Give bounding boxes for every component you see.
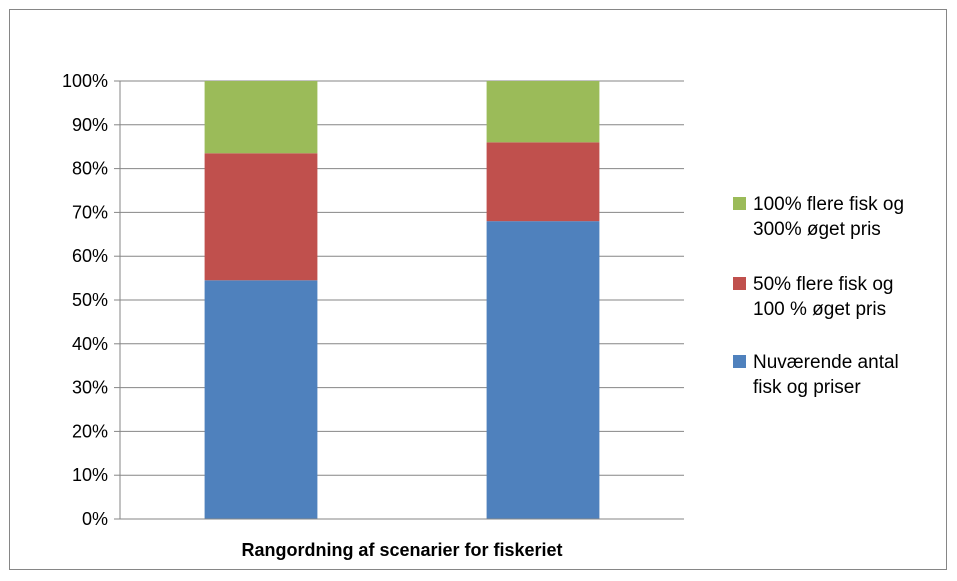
y-tick-labels: 0% 10% 20% 30% 40% 50% 60% 70% 80% 90% 100%	[62, 71, 120, 529]
legend: 100% flere fisk og 300% øget pris 50% fler…	[733, 194, 904, 398]
y-tick-label: 40%	[72, 334, 108, 354]
bars	[204, 81, 600, 519]
y-tick-label: 90%	[72, 115, 108, 135]
legend-item: 50% flere fisk og 100 % øget pris	[733, 274, 893, 320]
bar-segment	[486, 142, 600, 222]
x-axis-label: Rangordning af scenarier for fiskeriet	[241, 540, 562, 560]
y-tick-label: 10%	[72, 465, 108, 485]
chart-frame	[9, 9, 947, 570]
y-tick-label: 60%	[72, 246, 108, 266]
bar-segment	[204, 280, 318, 519]
bar-segment	[486, 81, 600, 143]
y-tick-label: 70%	[72, 202, 108, 222]
y-tick-label: 30%	[72, 378, 108, 398]
bar-segment	[486, 221, 600, 519]
y-tick-label: 0%	[82, 509, 108, 529]
bar-segment	[204, 153, 318, 281]
legend-swatch	[733, 355, 746, 368]
y-tick-label: 20%	[72, 421, 108, 441]
legend-label: 100 % øget pris	[753, 299, 886, 320]
legend-swatch	[733, 197, 746, 210]
legend-label: 100% flere fisk og	[753, 194, 904, 215]
legend-label: Nuværende antal	[753, 352, 899, 373]
legend-item: Nuværende antal fisk og priser	[733, 352, 899, 398]
legend-item: 100% flere fisk og 300% øget pris	[733, 194, 904, 240]
legend-label: fisk og priser	[753, 377, 861, 398]
y-tick-label: 50%	[72, 290, 108, 310]
y-tick-label: 80%	[72, 159, 108, 179]
bar-segment	[204, 81, 318, 154]
legend-label: 50% flere fisk og	[753, 274, 893, 295]
legend-swatch	[733, 277, 746, 290]
y-tick-label: 100%	[62, 71, 108, 91]
legend-label: 300% øget pris	[753, 219, 881, 240]
